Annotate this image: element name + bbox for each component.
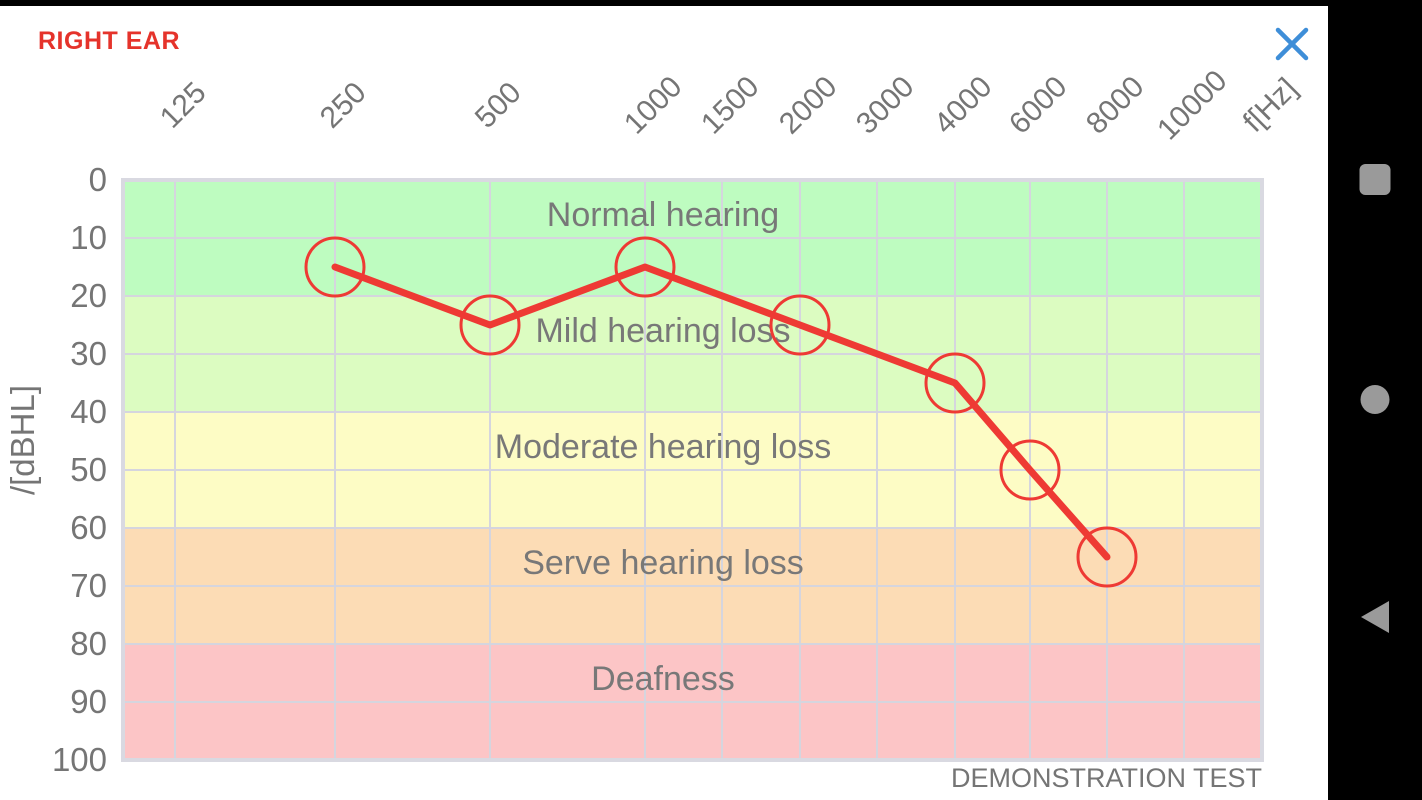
y-tick-label: 10: [70, 219, 107, 256]
android-nav-bar: [1328, 0, 1422, 800]
home-circle-icon[interactable]: [1360, 385, 1390, 414]
y-tick-label: 60: [70, 509, 107, 546]
audiogram-chart: Normal hearing Mild hearing loss Moderate …: [4, 64, 1304, 793]
y-tick-label: 30: [70, 335, 107, 372]
x-tick-label: 1500: [695, 70, 766, 141]
close-button[interactable]: [1266, 23, 1309, 63]
page-title: RIGHT EAR: [38, 27, 180, 55]
demonstration-test-label: DEMONSTRATION TEST: [951, 763, 1262, 793]
y-tick-label: 70: [70, 567, 107, 604]
y-axis-title: /[dBHL]: [4, 385, 41, 495]
zone-label-4: Deafness: [591, 660, 735, 698]
x-axis-unit-label: f[Hz]: [1237, 72, 1304, 139]
zone-label-1: Mild hearing loss: [535, 312, 790, 350]
zone-label-2: Moderate hearing loss: [495, 428, 831, 466]
y-tick-label: 50: [70, 451, 107, 488]
x-tick-label: 250: [314, 76, 373, 135]
y-tick-label: 80: [70, 625, 107, 662]
data-point-marker-250hz: [304, 236, 366, 298]
x-tick-label: 2000: [773, 70, 844, 141]
plot-border: [121, 178, 1264, 762]
x-tick-label: 500: [469, 76, 528, 135]
data-point-marker-4000hz: [924, 352, 986, 414]
y-tick-label: 0: [89, 161, 107, 198]
data-point-marker-2000hz: [769, 294, 831, 356]
close-icon: [1275, 27, 1309, 61]
y-tick-label: 90: [70, 683, 107, 720]
zone-label-3: Serve hearing loss: [522, 544, 804, 582]
x-tick-label: 4000: [928, 70, 999, 141]
data-point-marker-500hz: [459, 294, 521, 356]
y-tick-label: 100: [52, 741, 107, 778]
audiogram-line: [331, 263, 1111, 561]
data-point-marker-1000hz: [614, 236, 676, 298]
x-tick-label: 10000: [1151, 64, 1233, 146]
x-tick-label: 3000: [850, 70, 921, 141]
x-tick-label: 1000: [618, 70, 689, 141]
x-tick-label: 125: [154, 76, 213, 135]
back-triangle-icon[interactable]: [1361, 601, 1389, 633]
data-point-marker-8000hz: [1076, 526, 1138, 588]
data-point-marker-6000hz: [999, 439, 1061, 501]
x-tick-label: 6000: [1003, 70, 1074, 141]
zone-label-0: Normal hearing: [547, 196, 779, 234]
y-tick-label: 40: [70, 393, 107, 430]
recents-square-icon[interactable]: [1359, 164, 1391, 195]
y-tick-label: 20: [70, 277, 107, 314]
x-tick-label: 8000: [1080, 70, 1151, 141]
screen-top-edge: [0, 0, 1422, 6]
